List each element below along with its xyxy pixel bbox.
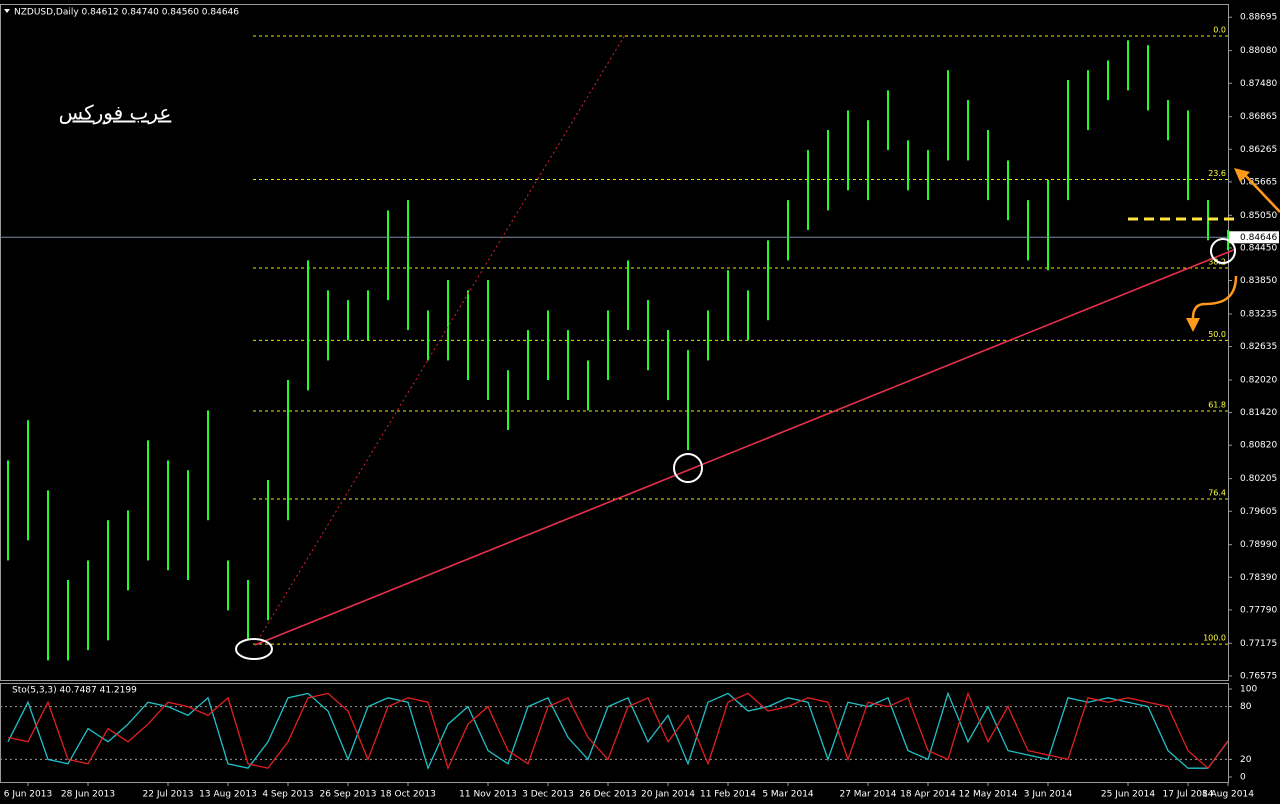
last-price-box bbox=[1229, 231, 1279, 244]
x-tick-label: 12 May 2014 bbox=[959, 790, 1018, 800]
fib-trend bbox=[254, 34, 626, 646]
x-tick-label: 8 Aug 2014 bbox=[1202, 790, 1254, 800]
chart-title: NZDUSD,Daily 0.84612 0.84740 0.84560 0.8… bbox=[14, 8, 239, 18]
y-tick-label: 100 bbox=[1240, 685, 1257, 695]
x-tick-label: 22 Jul 2013 bbox=[143, 790, 194, 800]
circle bbox=[235, 638, 273, 660]
fib-label: 100.0 bbox=[1203, 634, 1226, 643]
x-tick-label: 4 Sep 2013 bbox=[262, 790, 313, 800]
x-tick-label: 25 Jun 2014 bbox=[1101, 790, 1155, 800]
fib-label: 76.4 bbox=[1208, 489, 1226, 498]
stoch-panel-frame bbox=[0, 683, 1229, 783]
x-tick-label: 3 Dec 2013 bbox=[522, 790, 574, 800]
y-tick-label: 0.88080 bbox=[1240, 46, 1277, 56]
y-tick-label: 0.82635 bbox=[1240, 342, 1277, 352]
y-tick-label: 0.85050 bbox=[1240, 211, 1277, 221]
x-tick-label: 18 Apr 2014 bbox=[900, 790, 956, 800]
y-tick-label: 0.85665 bbox=[1240, 177, 1277, 187]
indicator-title: Sto(5,3,3) 40.7487 41.2199 bbox=[12, 686, 137, 696]
stoch-line bbox=[7, 691, 1229, 771]
x-tick-label: 28 Jun 2013 bbox=[61, 790, 115, 800]
watermark: عرب فوركس bbox=[59, 101, 172, 125]
y-tick-label: 0.86265 bbox=[1240, 145, 1277, 155]
y-tick-label: 0.80205 bbox=[1240, 474, 1277, 484]
arrow bbox=[1243, 173, 1280, 213]
y-tick-label: 0.82020 bbox=[1240, 376, 1277, 386]
y-tick-label: 0.84450 bbox=[1240, 243, 1277, 253]
y-tick-label: 0 bbox=[1240, 772, 1246, 782]
y-tick-label: 0.78390 bbox=[1240, 573, 1277, 583]
stoch-line bbox=[7, 691, 1229, 771]
y-tick-label: 20 bbox=[1240, 755, 1252, 765]
x-tick-label: 6 Jun 2013 bbox=[4, 790, 52, 800]
y-tick-label: 0.81420 bbox=[1240, 408, 1277, 418]
y-tick-label: 0.76575 bbox=[1240, 671, 1277, 681]
x-tick-label: 27 Mar 2014 bbox=[839, 790, 896, 800]
x-tick-label: 26 Dec 2013 bbox=[579, 790, 637, 800]
y-tick-label: 0.88695 bbox=[1240, 13, 1277, 23]
x-tick-label: 11 Nov 2013 bbox=[459, 790, 517, 800]
y-tick-label: 0.77175 bbox=[1240, 639, 1277, 649]
x-tick-label: 18 Oct 2013 bbox=[380, 790, 436, 800]
x-tick-label: 5 Mar 2014 bbox=[762, 790, 814, 800]
x-tick-label: 17 Jul 2014 bbox=[1163, 790, 1214, 800]
fib-label: 50.0 bbox=[1208, 330, 1226, 339]
y-tick-label: 0.80820 bbox=[1240, 441, 1277, 451]
y-tick-label: 0.87480 bbox=[1240, 79, 1277, 89]
price-panel-frame bbox=[0, 4, 1229, 681]
drawings bbox=[235, 34, 1280, 660]
y-tick-label: 0.77790 bbox=[1240, 605, 1277, 615]
x-tick-label: 20 Jan 2014 bbox=[641, 790, 695, 800]
y-tick-label: 0.86865 bbox=[1240, 112, 1277, 122]
circle bbox=[1210, 238, 1236, 264]
arrow bbox=[1191, 275, 1238, 319]
fib-label: 0.0 bbox=[1213, 25, 1226, 34]
y-tick-label: 80 bbox=[1240, 702, 1252, 712]
menu-triangle bbox=[4, 9, 10, 13]
y-tick-label: 0.79605 bbox=[1240, 507, 1277, 517]
fib-label: 23.6 bbox=[1208, 169, 1226, 178]
y-tick-label: 0.83850 bbox=[1240, 276, 1277, 286]
circle bbox=[673, 453, 703, 483]
arrow-head bbox=[1234, 168, 1250, 182]
x-tick-label: 3 Jun 2014 bbox=[1024, 790, 1073, 800]
last-price-label: 0.84646 bbox=[1240, 233, 1277, 243]
y-tick-label: 0.83235 bbox=[1240, 309, 1277, 319]
arrow-head bbox=[1186, 318, 1200, 332]
x-tick-label: 11 Feb 2014 bbox=[700, 790, 756, 800]
y-tick-label: 0.78990 bbox=[1240, 540, 1277, 550]
fib-label: 61.8 bbox=[1208, 400, 1226, 409]
x-tick-label: 26 Sep 2013 bbox=[319, 790, 376, 800]
trend-line bbox=[254, 248, 1237, 646]
x-tick-label: 13 Aug 2013 bbox=[199, 790, 257, 800]
plot-area: 6 Jun 2013 28 Jun 2013 22 Jul 2013 13 Aug 2… bbox=[0, 13, 1279, 800]
